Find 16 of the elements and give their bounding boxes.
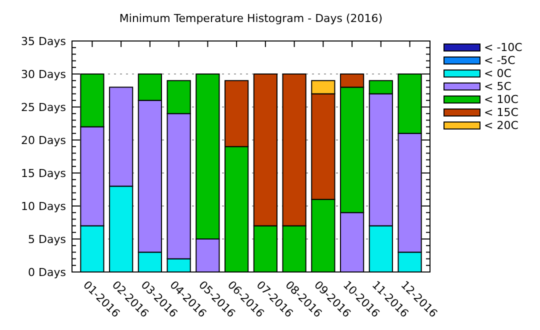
y-tick-label: 15 Days (21, 166, 66, 180)
legend-label: < 10C (484, 92, 519, 106)
y-tick-label: 25 Days (21, 100, 66, 114)
y-tick-label: 35 Days (21, 34, 66, 48)
y-tick-label: 30 Days (21, 68, 66, 81)
y-tick-label: 0 Days (28, 266, 66, 279)
legend-label: < -10C (484, 40, 523, 54)
chart-title: Minimum Temperature Histogram - Days (2016) (119, 12, 383, 25)
legend-label: < 20C (484, 118, 519, 132)
y-tick-label: 5 Days (28, 232, 66, 246)
legend-label: < 15C (484, 106, 519, 119)
y-tick-label: 20 Days (21, 134, 66, 147)
legend-label: < 5C (484, 80, 512, 93)
legend-label: < -5C (484, 54, 516, 67)
y-tick-label: 10 Days (21, 200, 66, 213)
legend-label: < 0C (484, 66, 512, 80)
